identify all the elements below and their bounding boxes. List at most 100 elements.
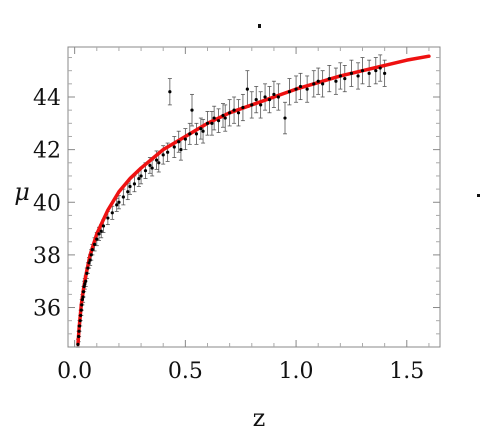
data-point — [201, 129, 205, 133]
data-point — [77, 334, 81, 339]
data-point — [199, 126, 203, 131]
y-tick-label: 44 — [33, 86, 61, 111]
data-point — [216, 119, 221, 123]
data-point — [92, 242, 97, 246]
data-point — [245, 87, 249, 91]
plot-frame — [67, 46, 441, 348]
data-point — [148, 163, 152, 168]
data-point — [157, 161, 161, 165]
data-point — [110, 211, 114, 215]
data-point — [97, 232, 101, 236]
data-point — [378, 66, 382, 70]
data-point — [236, 111, 241, 115]
data-point — [106, 216, 110, 220]
data-point — [89, 253, 93, 257]
data-point — [356, 74, 360, 78]
data-point — [168, 90, 172, 94]
data-point — [143, 169, 148, 173]
data-point — [99, 229, 103, 233]
data-point — [276, 95, 280, 99]
data-point — [132, 182, 137, 186]
data-point — [84, 279, 88, 283]
data-point — [101, 224, 106, 228]
data-point — [312, 82, 316, 86]
data-point — [190, 108, 194, 112]
data-point — [81, 290, 86, 294]
axis-ticks-group: 0.0 0.5 1.0 1.5 36 38 40 42 44 — [33, 47, 440, 384]
data-point — [76, 342, 80, 346]
data-point — [383, 71, 387, 75]
data-point — [79, 313, 83, 318]
data-point — [83, 282, 87, 286]
data-point — [90, 248, 94, 252]
data-point — [305, 87, 309, 91]
data-point — [161, 153, 165, 157]
data-point — [223, 116, 227, 120]
data-point — [349, 71, 354, 75]
data-point — [188, 132, 192, 136]
data-point — [86, 266, 90, 270]
data-point — [95, 237, 99, 241]
data-point — [367, 71, 371, 75]
data-point — [212, 116, 216, 120]
data-point — [316, 79, 320, 83]
data-point — [183, 137, 187, 141]
data-point — [87, 261, 91, 265]
y-tick-label: 36 — [33, 297, 61, 322]
stray-dot-mark — [258, 24, 261, 28]
fit-curve-line — [76, 54, 431, 347]
data-point — [287, 90, 292, 94]
y-tick-label: 42 — [33, 139, 61, 164]
data-point — [205, 121, 210, 125]
data-point — [128, 184, 132, 189]
data-point — [228, 111, 232, 115]
y-tick-label: 38 — [33, 244, 61, 269]
data-point — [298, 84, 303, 89]
data-point — [267, 98, 272, 102]
data-point — [150, 166, 154, 170]
data-point — [154, 158, 159, 162]
data-point — [139, 174, 143, 178]
data-point — [250, 103, 254, 107]
y-tick-label: 40 — [33, 191, 61, 216]
data-point — [327, 76, 331, 81]
data-point — [321, 82, 325, 86]
data-point — [126, 190, 130, 194]
data-point — [85, 271, 89, 275]
x-tick-label: 0.5 — [168, 359, 203, 384]
data-point — [177, 140, 181, 144]
data-point — [166, 150, 170, 154]
data-point — [172, 145, 176, 149]
x-axis-title: z — [253, 404, 266, 432]
data-point — [137, 176, 141, 181]
data-point — [259, 103, 263, 107]
data-point — [241, 105, 245, 110]
x-tick-label: 1.5 — [389, 359, 424, 384]
data-point — [81, 295, 85, 299]
x-tick-label: 0.0 — [57, 359, 92, 384]
data-point — [374, 69, 378, 73]
y-axis-title: μ — [14, 178, 30, 206]
data-point — [80, 303, 84, 307]
stray-dot-mark-right — [477, 194, 480, 197]
data-point — [210, 121, 214, 125]
data-point — [88, 258, 92, 262]
data-point — [360, 69, 365, 73]
data-point — [294, 87, 298, 91]
data-point — [179, 148, 183, 152]
data-point — [80, 298, 84, 302]
data-point — [194, 132, 199, 136]
data-point — [121, 195, 125, 199]
data-point — [343, 76, 347, 81]
data-point — [221, 113, 225, 118]
data-point — [77, 329, 81, 333]
fit-curve-group — [76, 54, 431, 347]
data-points-group — [76, 66, 387, 346]
plot-frame-group — [67, 46, 441, 348]
data-point — [232, 108, 236, 112]
data-point — [272, 92, 276, 96]
error-bars-group — [75, 54, 387, 348]
data-point — [77, 324, 82, 328]
data-point — [79, 308, 83, 312]
